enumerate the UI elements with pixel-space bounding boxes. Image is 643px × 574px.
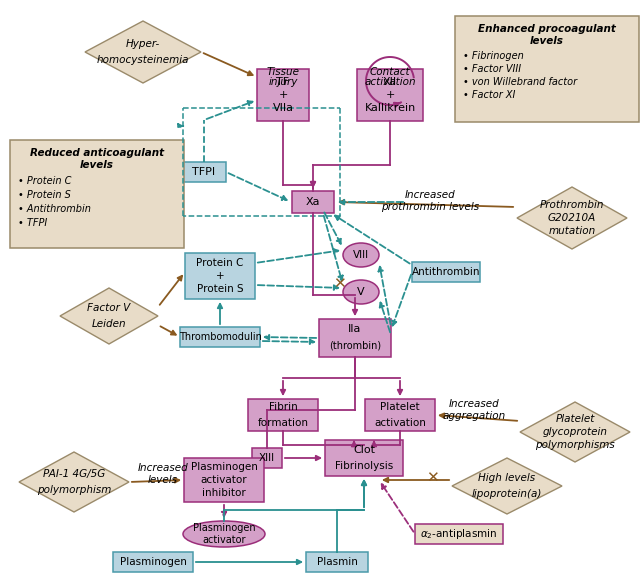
Text: Factor V: Factor V <box>87 303 131 313</box>
Text: inhibitor: inhibitor <box>202 488 246 498</box>
FancyBboxPatch shape <box>365 399 435 431</box>
Text: injury: injury <box>268 77 298 87</box>
Text: • TFPI: • TFPI <box>18 218 47 228</box>
Text: activation: activation <box>374 418 426 428</box>
FancyBboxPatch shape <box>412 262 480 282</box>
Text: activator: activator <box>201 475 248 485</box>
Ellipse shape <box>183 521 265 547</box>
Text: Protein C: Protein C <box>196 258 244 268</box>
FancyBboxPatch shape <box>248 399 318 431</box>
Text: • Fibrinogen: • Fibrinogen <box>463 51 524 61</box>
Text: activation: activation <box>364 77 416 87</box>
Text: VIII: VIII <box>353 250 369 260</box>
Text: Increased: Increased <box>449 399 500 409</box>
Text: formation: formation <box>257 418 309 428</box>
Text: Plasminogen: Plasminogen <box>120 557 186 567</box>
Text: Tissue: Tissue <box>266 67 300 77</box>
Text: Reduced anticoagulant: Reduced anticoagulant <box>30 148 164 158</box>
FancyBboxPatch shape <box>180 327 260 347</box>
Polygon shape <box>19 452 129 512</box>
Text: +: + <box>215 271 224 281</box>
Text: Fibrin: Fibrin <box>269 402 297 412</box>
Text: PAI-1 4G/5G: PAI-1 4G/5G <box>43 469 105 479</box>
Text: Leiden: Leiden <box>92 319 126 329</box>
Text: Platelet: Platelet <box>380 402 420 412</box>
FancyBboxPatch shape <box>10 140 184 248</box>
Polygon shape <box>452 458 562 514</box>
Text: Platelet: Platelet <box>556 414 595 424</box>
Polygon shape <box>85 21 201 83</box>
Text: TFPI: TFPI <box>192 167 215 177</box>
Text: glycoprotein: glycoprotein <box>543 427 608 437</box>
Text: V: V <box>358 287 365 297</box>
Text: XII: XII <box>383 77 397 87</box>
Text: Plasminogen: Plasminogen <box>193 523 255 533</box>
Text: XIII: XIII <box>259 453 275 463</box>
FancyBboxPatch shape <box>325 440 403 476</box>
Ellipse shape <box>343 243 379 267</box>
Text: VIIa: VIIa <box>273 103 293 113</box>
Text: Contact: Contact <box>370 67 410 77</box>
FancyBboxPatch shape <box>306 552 368 572</box>
FancyBboxPatch shape <box>357 69 423 121</box>
Text: Fibrinolysis: Fibrinolysis <box>335 461 393 471</box>
FancyBboxPatch shape <box>182 162 226 182</box>
Text: Increased: Increased <box>404 190 455 200</box>
FancyBboxPatch shape <box>252 448 282 468</box>
Text: Plasminogen: Plasminogen <box>190 462 257 472</box>
Text: +: + <box>278 90 287 100</box>
Text: levels: levels <box>530 36 564 46</box>
Text: • Factor VIII: • Factor VIII <box>463 64 521 74</box>
FancyBboxPatch shape <box>292 191 334 213</box>
Polygon shape <box>517 187 627 249</box>
Polygon shape <box>60 288 158 344</box>
Text: Antithrombin: Antithrombin <box>412 267 480 277</box>
Text: Clot: Clot <box>353 445 375 455</box>
FancyBboxPatch shape <box>257 69 309 121</box>
Text: Thrombomodulin: Thrombomodulin <box>179 332 262 342</box>
Text: aggregation: aggregation <box>442 411 505 421</box>
Text: • Antithrombin: • Antithrombin <box>18 204 91 214</box>
Text: Prothrombin: Prothrombin <box>539 200 604 210</box>
Text: • von Willebrand factor: • von Willebrand factor <box>463 77 577 87</box>
Text: • Protein S: • Protein S <box>18 190 71 200</box>
FancyBboxPatch shape <box>113 552 193 572</box>
Text: Increased: Increased <box>138 463 188 473</box>
FancyBboxPatch shape <box>319 319 391 357</box>
Text: Plasmin: Plasmin <box>316 557 358 567</box>
Text: levels: levels <box>148 475 178 485</box>
Text: levels: levels <box>80 160 114 170</box>
Text: $\alpha_2$-antiplasmin: $\alpha_2$-antiplasmin <box>421 527 498 541</box>
Text: TF: TF <box>276 77 289 87</box>
Text: prothrombin levels: prothrombin levels <box>381 202 479 212</box>
Text: (thrombin): (thrombin) <box>329 340 381 350</box>
Text: homocysteinemia: homocysteinemia <box>96 55 189 65</box>
Ellipse shape <box>343 280 379 304</box>
Text: IIa: IIa <box>349 324 361 334</box>
Text: ✕: ✕ <box>332 277 345 292</box>
Text: mutation: mutation <box>548 226 595 236</box>
FancyBboxPatch shape <box>185 253 255 299</box>
Text: • Protein C: • Protein C <box>18 176 71 186</box>
Polygon shape <box>520 402 630 462</box>
FancyBboxPatch shape <box>455 16 639 122</box>
Text: High levels: High levels <box>478 473 536 483</box>
Text: activator: activator <box>203 535 246 545</box>
Text: Kallikrein: Kallikrein <box>365 103 415 113</box>
Text: +: + <box>385 90 395 100</box>
Text: Enhanced procoagulant: Enhanced procoagulant <box>478 24 616 34</box>
Text: Xa: Xa <box>306 197 320 207</box>
Text: G20210A: G20210A <box>548 213 596 223</box>
Text: lipoprotein(a): lipoprotein(a) <box>472 489 542 499</box>
FancyBboxPatch shape <box>184 458 264 502</box>
Text: Hyper-: Hyper- <box>126 39 160 49</box>
FancyBboxPatch shape <box>415 524 503 544</box>
Text: polymorphisms: polymorphisms <box>535 440 615 450</box>
Text: polymorphism: polymorphism <box>37 485 111 495</box>
Text: ✕: ✕ <box>426 471 439 486</box>
Text: • Factor XI: • Factor XI <box>463 90 516 100</box>
Text: Protein S: Protein S <box>197 284 243 294</box>
